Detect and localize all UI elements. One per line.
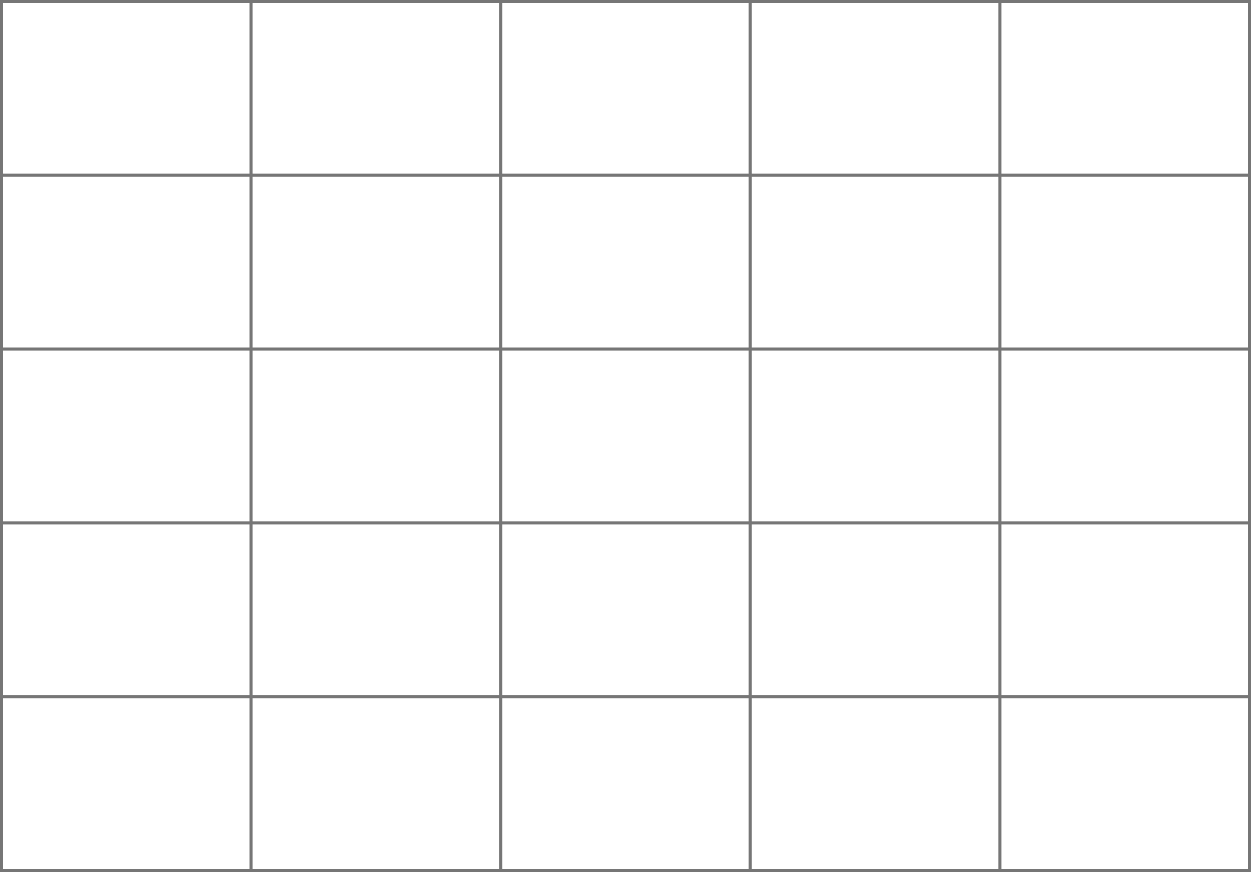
grid-cell-r3-c3	[499, 347, 752, 525]
grid-cell-r4-c4	[748, 521, 1002, 699]
grid-cell-r2-c4	[748, 173, 1002, 351]
grid-cell-r4-c1	[0, 521, 253, 699]
grid-cell-r1-c3	[499, 0, 752, 177]
grid-cell-r5-c3	[499, 695, 752, 872]
grid-cell-r2-c2	[249, 173, 503, 351]
grid-cell-r4-c2	[249, 521, 503, 699]
grid-cell-r1-c5	[998, 0, 1251, 177]
grid-cell-r2-c5	[998, 173, 1251, 351]
grid-cell-r3-c4	[748, 347, 1002, 525]
grid-cell-r2-c1	[0, 173, 253, 351]
grid-cell-r3-c1	[0, 347, 253, 525]
grid-cell-r5-c4	[748, 695, 1002, 872]
grid-cell-r5-c1	[0, 695, 253, 872]
grid-cell-r4-c5	[998, 521, 1251, 699]
grid-cell-r1-c2	[249, 0, 503, 177]
grid-cell-r1-c1	[0, 0, 253, 177]
grid-cell-r5-c2	[249, 695, 503, 872]
grid-cell-r2-c3	[499, 173, 752, 351]
grid-cell-r1-c4	[748, 0, 1002, 177]
grid-cell-r3-c5	[998, 347, 1251, 525]
grid-cell-r4-c3	[499, 521, 752, 699]
grid-cell-r5-c5	[998, 695, 1251, 872]
grid-cell-r3-c2	[249, 347, 503, 525]
